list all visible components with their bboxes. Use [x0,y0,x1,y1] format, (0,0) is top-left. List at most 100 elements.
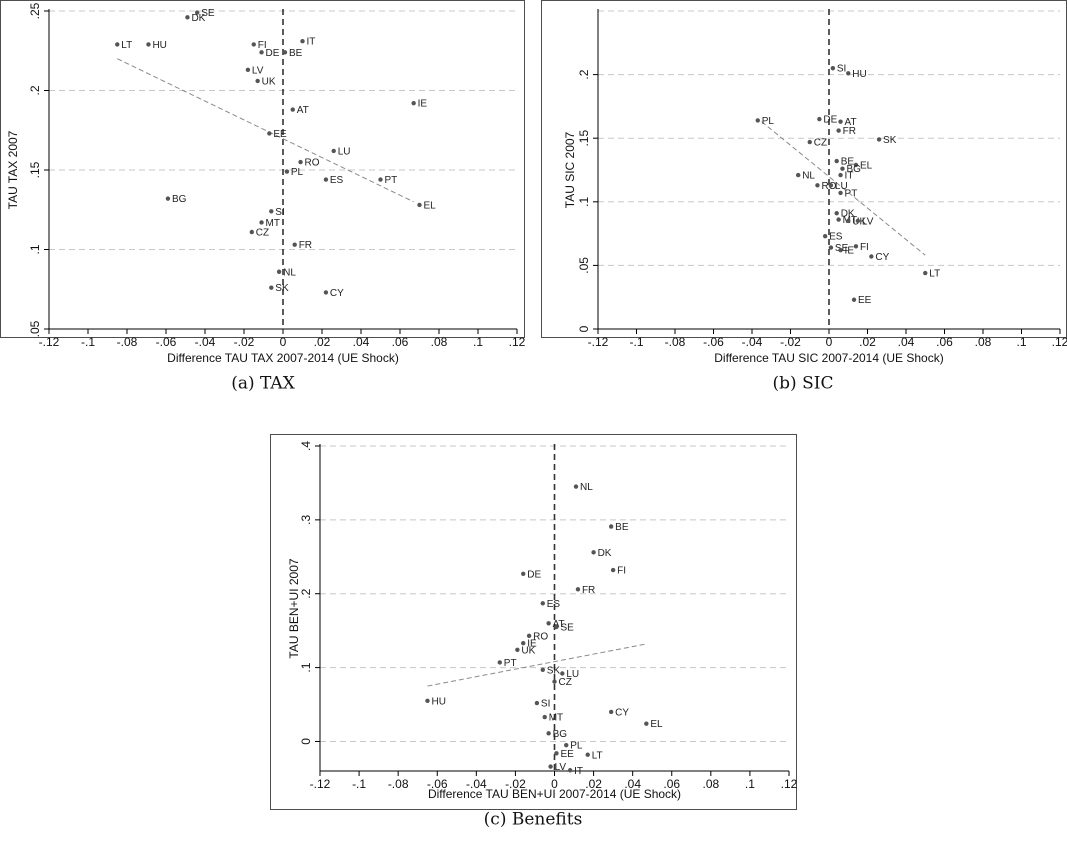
sic-x-tick-label: -.06 [703,335,724,349]
sic-point-pt [838,190,843,196]
benefits-point-cy [608,709,614,715]
tax-x-tick-label: -.12 [39,335,60,349]
benefits-point-ro [526,633,532,639]
tax-x-tick-label: -.04 [195,335,216,349]
sic-point-ie [838,247,843,253]
sic-caption: (b) SIC [773,374,834,394]
tax-point-pl [284,169,290,174]
sic-point-label-el: EL [860,160,873,171]
tax-panel-frame [0,0,525,338]
tax-x-tick-label: .1 [473,335,483,349]
benefits-x-tick-label: -.08 [388,777,409,791]
sic-point-label-si: SI [837,64,846,75]
tax-point-es [323,177,329,182]
sic-point-label-at: AT [845,117,857,128]
tax-x-tick-label: .04 [353,335,370,349]
tax-point-lu [331,148,336,154]
sic-fit-line [761,121,926,256]
tax-point-lt [115,42,120,47]
tax-x-tick-label: -.02 [234,335,255,349]
sic-point-label-it: IT [845,171,854,182]
benefits-point-label-be: BE [615,522,629,533]
tax-point-ro [298,159,303,165]
sic-point-ee [851,297,857,302]
sic-y-tick-label: .15 [577,130,591,147]
tax-point-label-ie: IE [418,99,428,110]
tax-point-label-mt: MT [266,218,280,229]
benefits-point-label-hu: HU [431,696,445,707]
tax-x-axis-title: Difference TAU TAX 2007-2014 (UE Shock) [167,351,399,365]
tax-y-tick-label: .1 [28,244,42,254]
sic-x-tick-label: 0 [826,335,833,349]
sic-point-label-cy: CY [875,252,889,263]
benefits-scatter-panel: -.12 -.1 -.08 -.06 -.04 -.02 0 .02 .04 .06 .08 .1 .1… [270,434,798,830]
benefits-x-tick-label: .04 [624,777,641,791]
sic-point-si [830,66,836,71]
tax-point-label-at: AT [297,105,309,116]
benefits-x-tick-label: -.04 [466,777,487,791]
benefits-point-label-lt: LT [592,750,603,761]
benefits-point-ee [554,751,559,756]
benefits-point-label-el: EL [650,719,663,730]
benefits-y-axis-title: TAU BEN+UI 2007 [287,558,301,658]
tax-point-label-pt: PT [385,175,398,186]
tax-point-sk [269,285,274,290]
tax-x-tick-label: -.1 [81,335,95,349]
sic-point-cy [869,254,874,259]
sic-point-mt [836,217,841,222]
benefits-point-sk [540,667,545,673]
benefits-x-axis-title: Difference TAU BEN+UI 2007-2014 (UE Shoc… [428,787,681,801]
benefits-y-tick-label: .3 [299,515,313,525]
tax-point-label-hu: HU [152,40,166,51]
benefits-point-dk [591,550,596,555]
tax-scatter-panel: -.12 -.1 -.08 -.06 -.04 -.02 0 .02 .04 .06 .08 .1 .1… [0,0,526,394]
tax-point-label-cz: CZ [256,228,269,239]
sic-point-uk [846,218,851,224]
benefits-point-pl [564,742,569,748]
benefits-point-label-de: DE [527,569,541,580]
tax-point-label-ro: RO [305,158,320,169]
benefits-point-bg [546,731,551,736]
tax-point-lv [245,67,251,73]
tax-point-label-cy: CY [330,288,344,299]
tax-point-label-fi: FI [258,40,267,51]
tax-point-label-de: DE [266,48,280,59]
tax-point-uk [255,78,260,84]
benefits-x-tick-label: -.1 [352,777,366,791]
tax-x-tick-label: -.06 [156,335,177,349]
benefits-point-ie [521,641,526,646]
sic-point-pl [755,118,760,123]
tax-point-label-sk: SK [275,283,289,294]
sic-point-fr [836,128,841,133]
benefits-point-label-bg: BG [553,729,568,740]
benefits-caption: (c) Benefits [484,810,583,830]
sic-point-label-lu: LU [835,181,848,192]
tax-x-tick-label: .02 [314,335,331,349]
sic-point-label-lv: LV [862,216,874,227]
sic-x-tick-label: -.02 [780,335,801,349]
benefits-y-tick-label: .2 [299,588,313,598]
sic-y-tick-label: .05 [577,257,591,274]
tax-point-label-si: SI [275,207,284,218]
benefits-point-it [567,768,573,773]
benefits-point-lu [560,671,565,676]
sic-point-label-bg: BG [846,164,861,175]
sic-point-de [817,116,822,122]
benefits-point-label-cz: CZ [559,677,572,688]
benefits-point-pt [497,660,502,665]
sic-point-label-pl: PL [762,116,775,127]
sic-point-lv [855,218,861,224]
sic-point-el [853,162,859,168]
benefits-point-el [644,721,649,726]
sic-point-be [834,158,839,164]
sic-point-dk [834,211,839,216]
benefits-point-label-es: ES [547,599,561,610]
sic-point-label-es: ES [829,232,843,243]
sic-x-tick-label: -.1 [629,335,643,349]
sic-point-it [838,172,843,178]
sic-point-ro [815,183,820,188]
sic-point-cz [807,139,812,145]
tax-point-cz [249,229,254,235]
benefits-point-fr [575,587,581,592]
benefits-panel-frame [270,434,797,810]
